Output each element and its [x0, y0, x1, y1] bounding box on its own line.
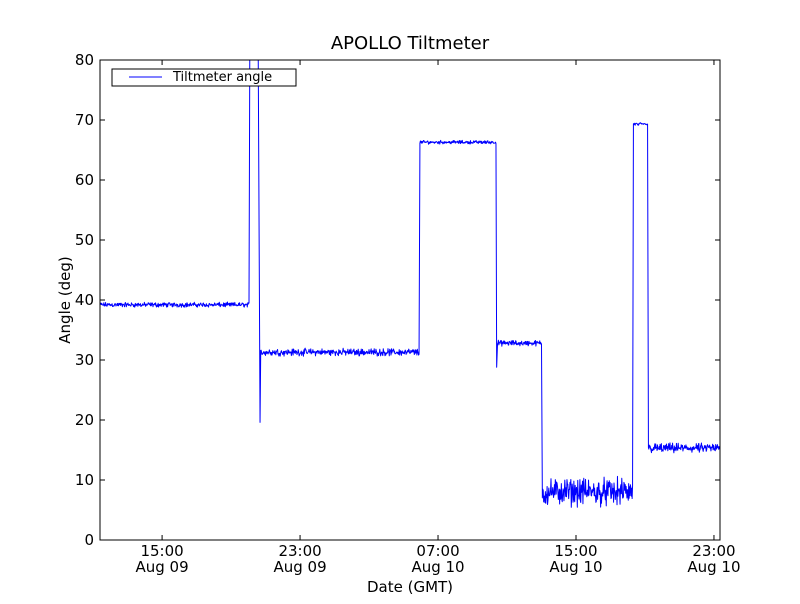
y-tick-label: 10 — [75, 471, 94, 489]
y-tick-label: 70 — [75, 111, 94, 129]
series-line-tiltmeter-angle — [100, 60, 720, 508]
x-tick-time-label: 07:00 — [416, 542, 459, 560]
x-tick-date-label: Aug 10 — [549, 558, 602, 576]
y-tick-label: 0 — [84, 531, 94, 549]
legend-box — [111, 68, 297, 87]
y-axis-label: Angle (deg) — [56, 256, 74, 343]
legend: Tiltmeter angle — [111, 68, 297, 87]
y-tick-label: 20 — [75, 411, 94, 429]
chart-title: APOLLO Tiltmeter — [331, 33, 490, 54]
x-axis-label: Date (GMT) — [367, 578, 453, 596]
y-tick-label: 40 — [75, 291, 94, 309]
x-tick-date-label: Aug 09 — [136, 558, 189, 576]
y-tick-label: 80 — [75, 51, 94, 69]
plot-frame — [99, 59, 721, 541]
x-tick-time-label: 23:00 — [278, 542, 321, 560]
y-tick-label: 50 — [75, 231, 94, 249]
y-tick-label: 60 — [75, 171, 94, 189]
x-tick-date-label: Aug 09 — [273, 558, 326, 576]
y-tick-label: 30 — [75, 351, 94, 369]
x-tick-time-label: 15:00 — [554, 542, 597, 560]
x-tick-date-label: Aug 10 — [411, 558, 464, 576]
x-tick-time-label: 23:00 — [692, 542, 735, 560]
legend-label: Tiltmeter angle — [172, 70, 272, 85]
x-tick-time-label: 15:00 — [140, 542, 183, 560]
x-tick-date-label: Aug 10 — [687, 558, 740, 576]
